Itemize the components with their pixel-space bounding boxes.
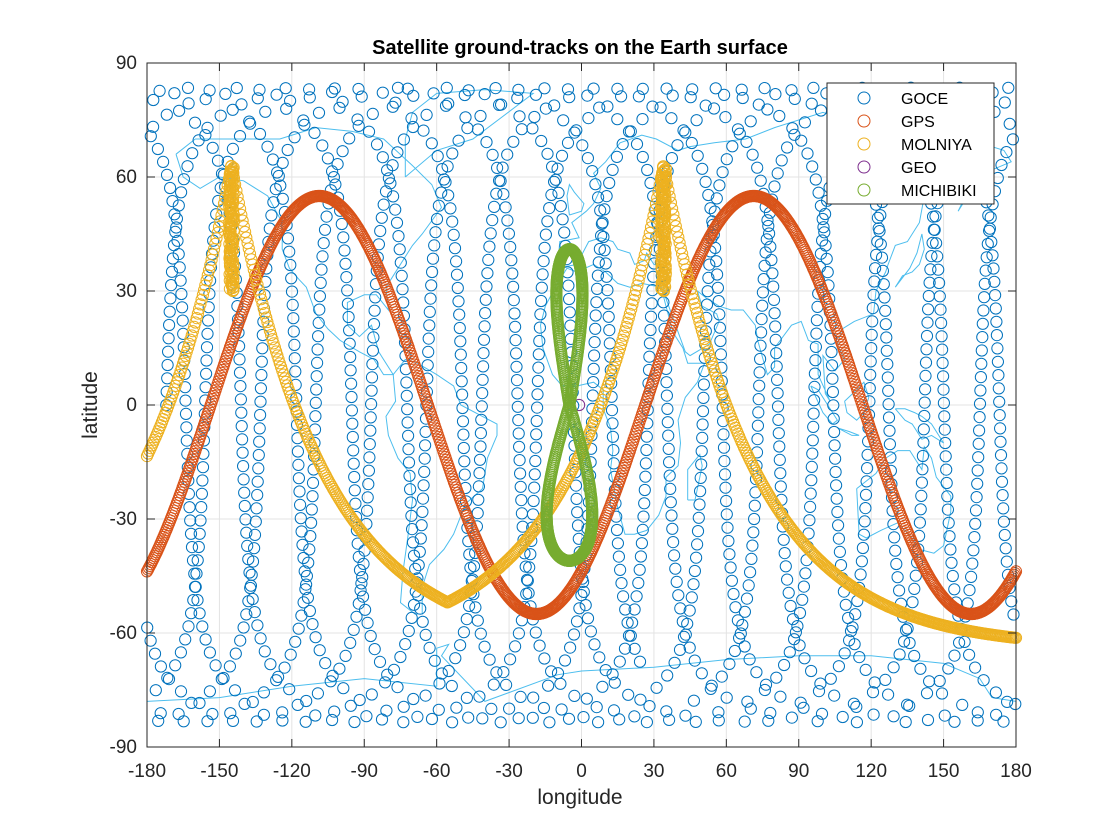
x-tick-label: 150 [928,761,960,782]
legend-label-geo: GEO [901,160,937,177]
x-tick-label: 90 [788,761,809,782]
y-tick-label: -30 [110,509,137,530]
y-axis-title: latitude [79,371,102,439]
x-tick-label: -30 [495,761,522,782]
y-tick-label: 0 [126,395,137,416]
legend: GOCE GPS MOLNIYA GEO MICHIBIKI [827,83,994,204]
x-tick-label: -120 [273,761,311,782]
x-tick-label: -60 [423,761,450,782]
legend-label-molniya: MOLNIYA [901,137,972,154]
x-tick-label: 120 [855,761,887,782]
y-tick-label: -90 [110,737,137,758]
legend-label-goce: GOCE [901,91,948,108]
legend-label-gps: GPS [901,114,935,131]
x-axis-title: longitude [537,786,622,809]
y-tick-label: 60 [116,167,137,188]
chart-title: Satellite ground-tracks on the Earth sur… [372,37,788,59]
legend-label-michibiki: MICHIBIKI [901,183,977,200]
y-tick-label: 30 [116,281,137,302]
x-tick-label: -150 [200,761,238,782]
x-tick-label: 0 [576,761,587,782]
y-tick-label: -60 [110,623,137,644]
x-tick-label: -180 [128,761,166,782]
x-tick-label: -90 [351,761,378,782]
x-tick-label: 180 [1000,761,1032,782]
x-tick-label: 60 [716,761,737,782]
x-tick-label: 30 [643,761,664,782]
y-tick-label: 90 [116,53,137,74]
